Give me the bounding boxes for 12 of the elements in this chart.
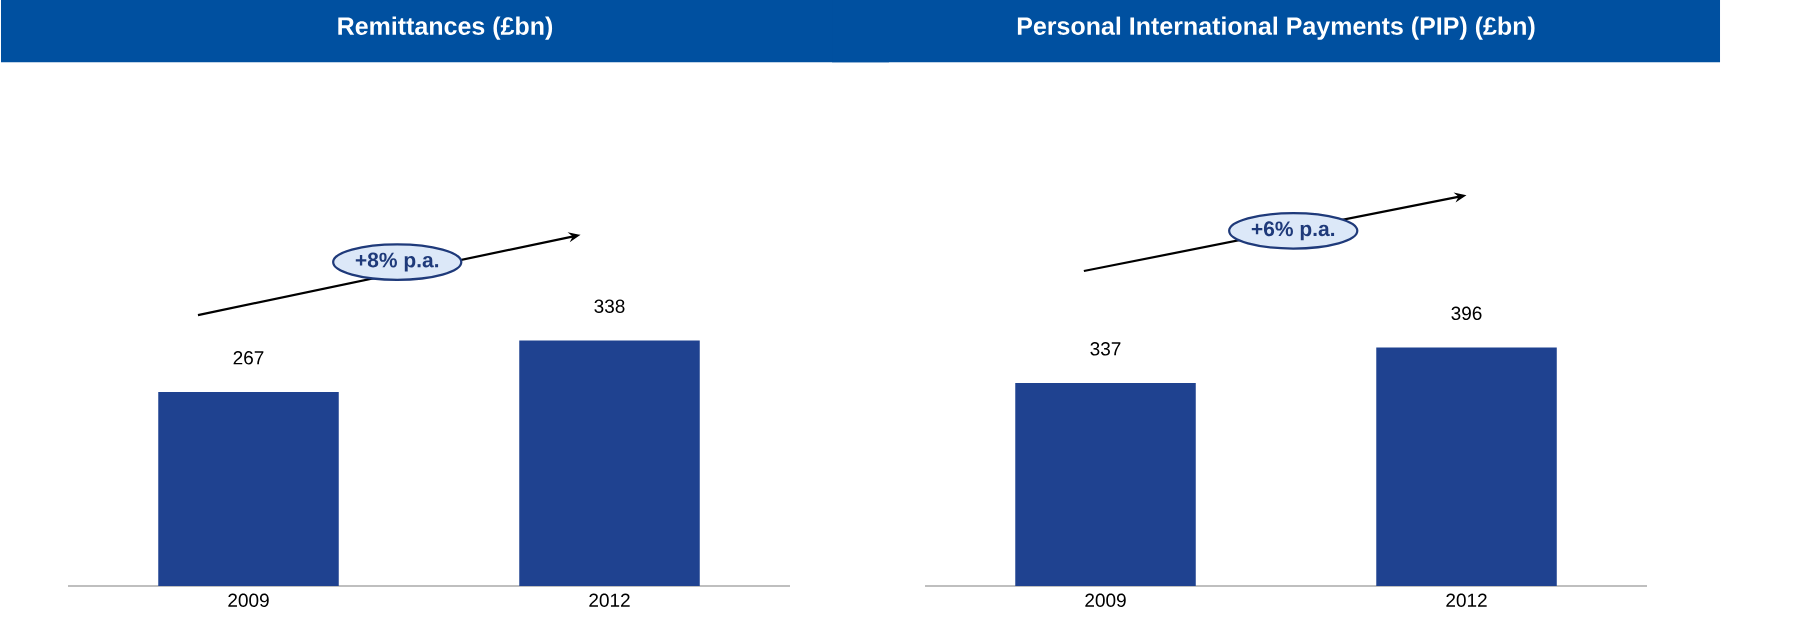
x-tick-label: 2012: [1446, 593, 1487, 607]
data-label: 337: [1090, 342, 1121, 356]
chart-title: Personal International Payments (PIP) (£bn): [1017, 16, 1535, 40]
data-label: 338: [594, 299, 625, 313]
data-label: 267: [233, 351, 264, 365]
chart-title: Remittances (£bn): [338, 16, 553, 40]
x-tick-label: 2009: [228, 593, 269, 607]
data-label: 396: [1451, 306, 1482, 321]
x-tick-label: 2009: [1085, 593, 1126, 607]
text: +6% p.a.: [1251, 221, 1335, 241]
x-tick-label: 2012: [589, 593, 630, 607]
text: +8% p.a.: [355, 252, 439, 272]
